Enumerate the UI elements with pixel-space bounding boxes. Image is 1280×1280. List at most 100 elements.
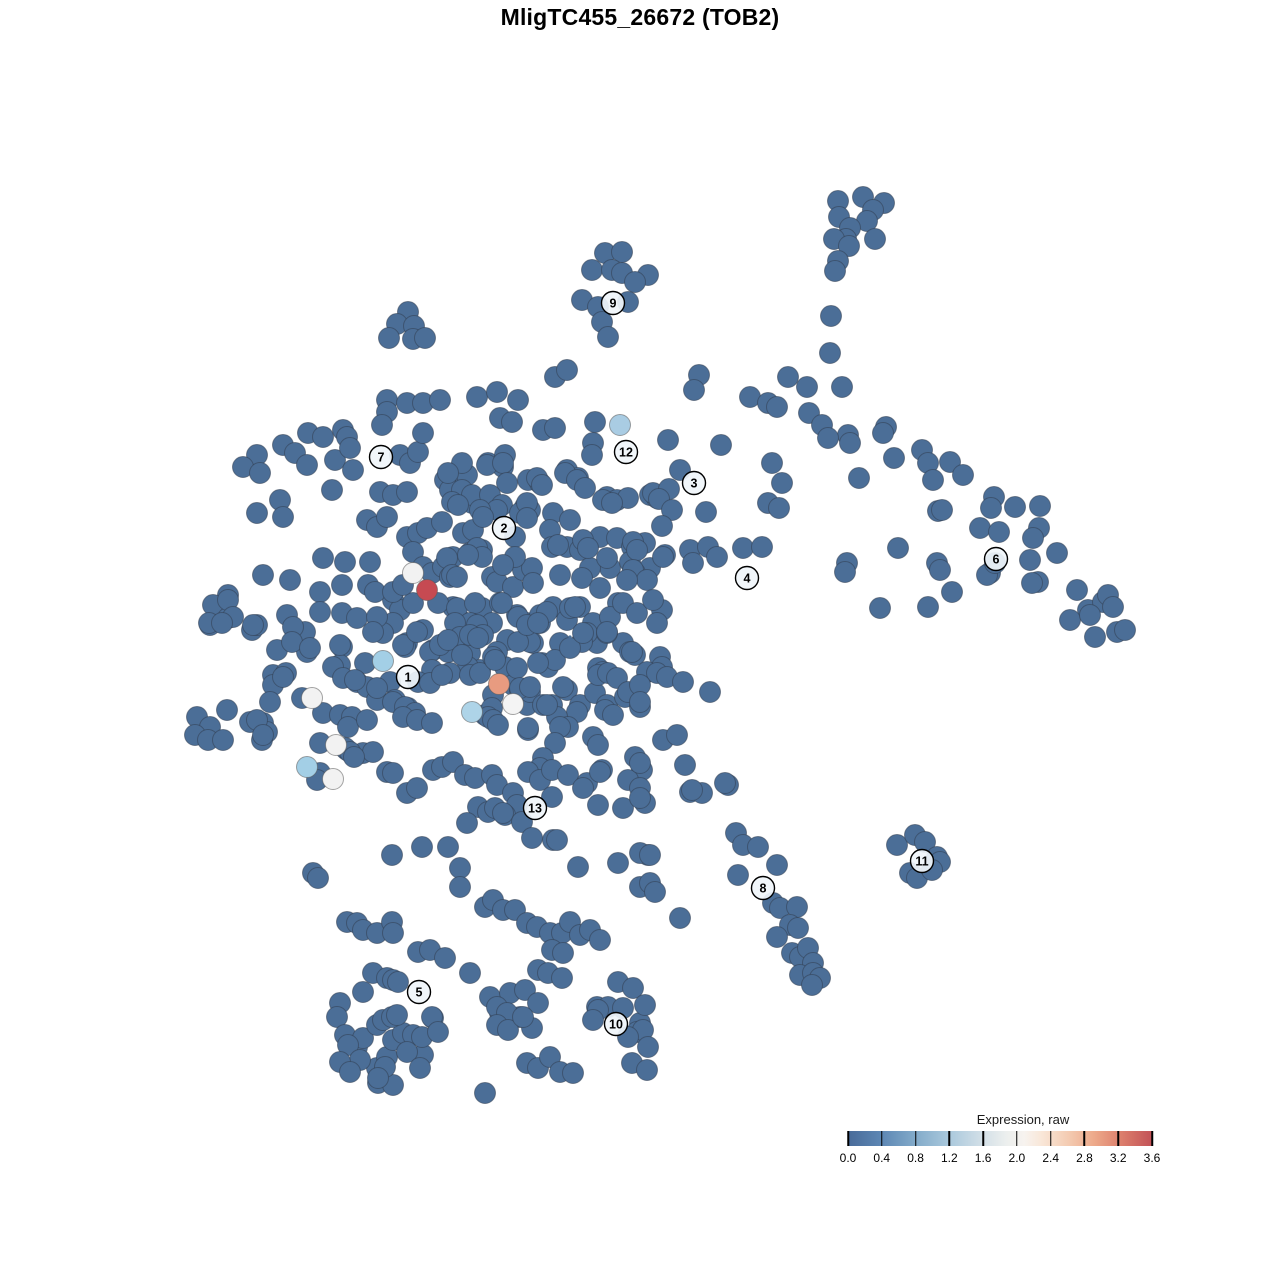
cell-point — [626, 539, 648, 561]
cell-point — [211, 612, 233, 634]
cell-point — [411, 836, 433, 858]
cell-point — [612, 797, 634, 819]
cell-point — [339, 437, 361, 459]
cell-point — [768, 497, 790, 519]
cell-point — [819, 342, 841, 364]
cell-point — [596, 621, 618, 643]
cluster-label-1: 1 — [395, 664, 421, 690]
cell-point — [1066, 579, 1088, 601]
cell-point — [683, 379, 705, 401]
legend-tick-label: 1.2 — [940, 1151, 958, 1165]
legend-gradient-bar — [847, 1131, 1153, 1146]
cell-point — [637, 1036, 659, 1058]
cluster-label-4: 4 — [734, 565, 760, 591]
cell-point — [516, 507, 538, 529]
cell-point — [451, 644, 473, 666]
cell-point — [547, 534, 569, 556]
cell-point — [279, 569, 301, 591]
cluster-label-number: 6 — [993, 553, 1000, 567]
cell-point — [342, 459, 364, 481]
cell-point — [917, 596, 939, 618]
legend-tick-label: 3.2 — [1109, 1151, 1127, 1165]
expressing-cell-point — [416, 579, 438, 601]
cell-point — [634, 994, 656, 1016]
cluster-label-number: 4 — [744, 572, 751, 586]
cluster-label-number: 13 — [528, 802, 542, 816]
cell-point — [831, 376, 853, 398]
legend-tick-label: 0.8 — [907, 1151, 924, 1165]
cell-point — [574, 477, 596, 499]
cell-point — [1102, 596, 1124, 618]
cluster-label-10: 10 — [603, 1011, 629, 1037]
cluster-label-number: 12 — [619, 446, 633, 460]
legend-title: Expression, raw — [976, 1112, 1070, 1127]
cell-point — [252, 724, 274, 746]
cell-point — [466, 386, 488, 408]
cell-point — [492, 802, 514, 824]
cell-point — [456, 812, 478, 834]
cell-point — [624, 271, 646, 293]
cell-point — [838, 235, 860, 257]
cell-point — [581, 444, 603, 466]
expressing-cell-point — [325, 734, 347, 756]
cell-point — [296, 454, 318, 476]
legend-tick-labels: 0.0 0.4 0.8 1.2 1.6 2.0 2.4 2.8 3.2 3.6 — [840, 1151, 1161, 1167]
legend-tick-label: 2.4 — [1042, 1151, 1059, 1165]
cluster-label-circle — [368, 444, 394, 470]
cell-point — [1046, 542, 1068, 564]
cell-point — [636, 569, 658, 591]
cell-point — [682, 552, 704, 574]
cell-point — [472, 506, 494, 528]
cell-point — [437, 462, 459, 484]
cluster-label-6: 6 — [983, 546, 1009, 572]
cluster-label-circle — [750, 875, 776, 901]
cell-point — [457, 544, 479, 566]
cluster-label-number: 10 — [609, 1018, 623, 1032]
cell-point — [531, 474, 553, 496]
expressing-cell-point — [301, 687, 323, 709]
cell-point — [546, 829, 568, 851]
cell-point — [386, 1004, 408, 1026]
cluster-label-number: 2 — [501, 522, 508, 536]
legend-tick-mark — [914, 1131, 917, 1146]
cell-point — [629, 691, 651, 713]
cluster-label-9: 9 — [600, 290, 626, 316]
cluster-label-2: 2 — [491, 515, 517, 541]
cell-point — [1022, 527, 1044, 549]
cell-point — [527, 992, 549, 1014]
cell-point — [492, 452, 514, 474]
cell-point — [887, 537, 909, 559]
cell-point — [507, 631, 529, 653]
cell-point — [644, 881, 666, 903]
cell-point — [449, 876, 471, 898]
expressing-cell-point — [372, 650, 394, 672]
cell-point — [512, 1006, 534, 1028]
cell-point — [431, 664, 453, 686]
cell-point — [427, 1021, 449, 1043]
cell-point — [382, 922, 404, 944]
cell-point — [484, 649, 506, 671]
expressing-cell-point — [402, 562, 424, 584]
cell-point — [376, 506, 398, 528]
cell-point — [501, 411, 523, 433]
cell-point — [557, 764, 579, 786]
legend-tick-label: 1.6 — [974, 1151, 992, 1165]
cluster-label-circle — [522, 795, 548, 821]
cell-point — [371, 414, 393, 436]
cell-point — [552, 676, 574, 698]
cell-point — [1114, 619, 1136, 641]
cell-point — [602, 704, 624, 726]
cell-point — [883, 447, 905, 469]
legend-tick-mark — [881, 1131, 883, 1146]
cell-point — [366, 677, 388, 699]
points-layer — [184, 186, 1136, 1104]
cell-point — [469, 662, 491, 684]
cell-point — [378, 327, 400, 349]
cell-point — [527, 612, 549, 634]
cell-point — [941, 581, 963, 603]
legend-tick-label: 2.8 — [1076, 1151, 1093, 1165]
cell-point — [651, 515, 673, 537]
expressing-cell-point — [609, 414, 631, 436]
